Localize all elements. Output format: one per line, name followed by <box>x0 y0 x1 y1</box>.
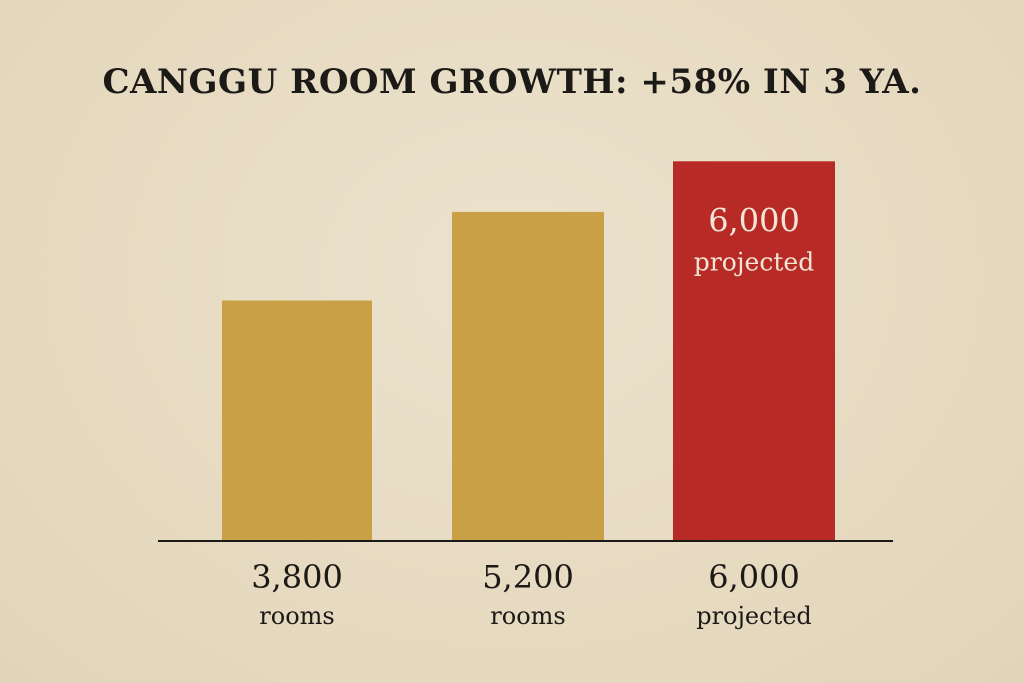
category-unit-label-1: rooms <box>259 602 334 630</box>
bar-1 <box>222 300 372 541</box>
category-unit-label-2: rooms <box>490 602 565 630</box>
chart-title: CANGGU ROOM GROWTH: +58% IN 3 YA. <box>102 62 922 102</box>
category-value-label-1: 3,800 <box>251 558 343 596</box>
highlight-value-label: 6,000 <box>708 201 800 239</box>
highlight-unit-label: projected <box>694 247 814 276</box>
category-value-label-2: 5,200 <box>482 558 574 596</box>
bars-layer <box>222 161 835 542</box>
labels-layer: 3,800 rooms 5,200 rooms 6,000 projected 6,000 p… <box>251 201 814 630</box>
bar-3 <box>673 161 835 542</box>
category-value-label-3: 6,000 <box>708 558 800 596</box>
bar-2 <box>452 211 604 541</box>
category-unit-label-3: projected <box>696 602 812 630</box>
